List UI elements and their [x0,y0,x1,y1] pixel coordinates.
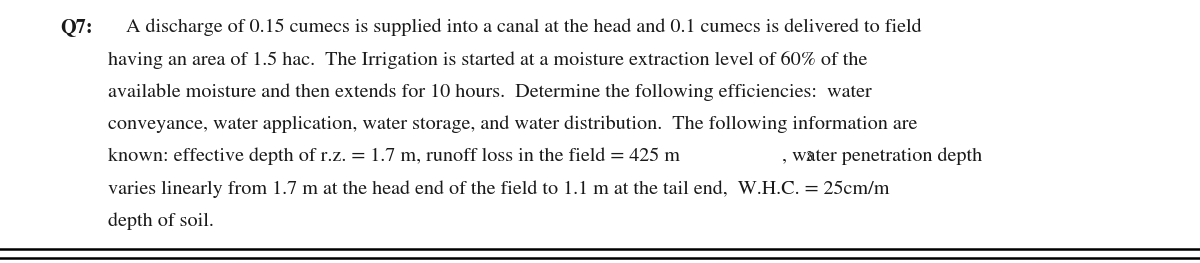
Text: having an area of 1.5 hac.  The Irrigation is started at a moisture extraction l: having an area of 1.5 hac. The Irrigatio… [108,51,868,69]
Text: , water penetration depth: , water penetration depth [781,148,982,165]
Text: Q7:: Q7: [60,18,92,36]
Text: conveyance, water application, water storage, and water distribution.  The follo: conveyance, water application, water sto… [108,115,917,133]
Text: depth of soil.: depth of soil. [108,213,214,230]
Text: available moisture and then extends for 10 hours.  Determine the following effic: available moisture and then extends for … [108,83,871,101]
Text: 3: 3 [805,150,812,164]
Text: varies linearly from 1.7 m at the head end of the field to 1.1 m at the tail end: varies linearly from 1.7 m at the head e… [108,180,889,198]
Text: A discharge of 0.15 cumecs is supplied into a canal at the head and 0.1 cumecs i: A discharge of 0.15 cumecs is supplied i… [126,18,922,36]
Text: known: effective depth of r.z. = 1.7 m, runoff loss in the field = 425 m: known: effective depth of r.z. = 1.7 m, … [108,148,680,165]
